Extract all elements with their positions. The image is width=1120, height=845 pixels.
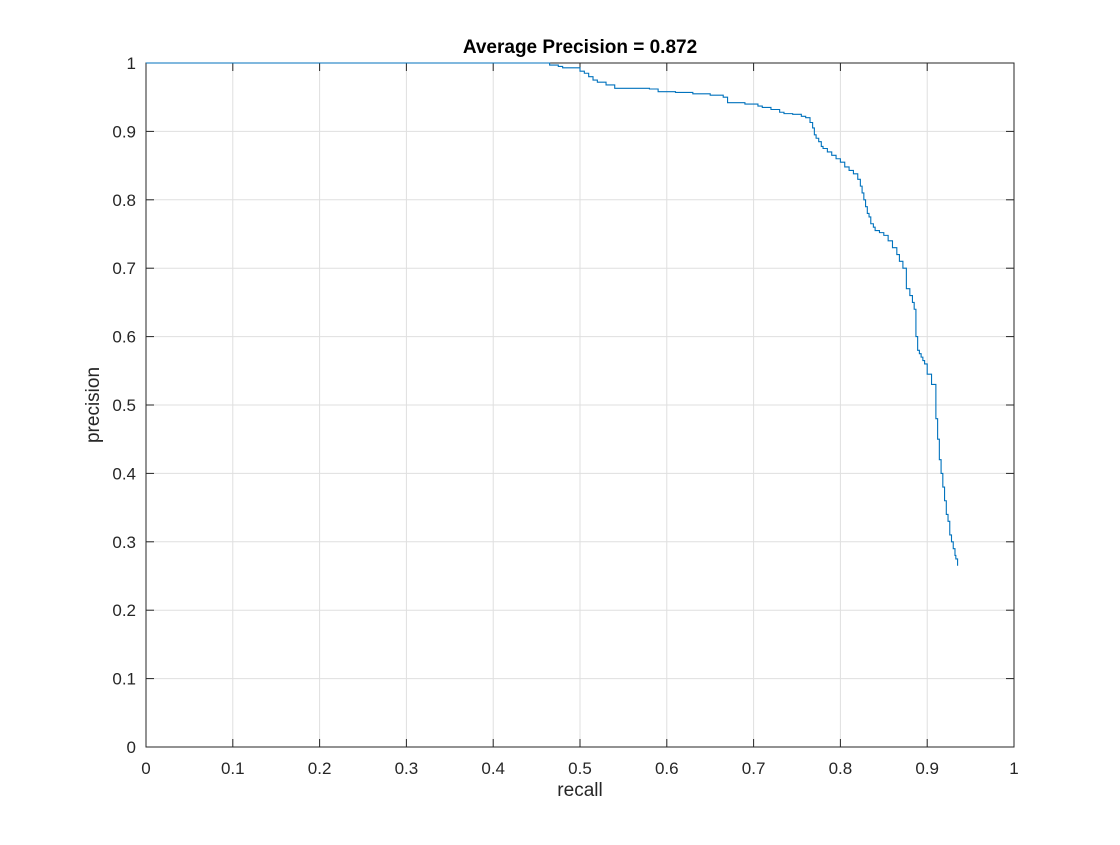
chart-title: Average Precision = 0.872 — [463, 37, 697, 58]
y-axis-label: precision — [83, 367, 104, 443]
y-tick-label: 0.2 — [112, 601, 136, 620]
x-tick-label: 0.4 — [481, 759, 505, 778]
y-tick-label: 0.6 — [112, 328, 136, 347]
y-tick-label: 0.1 — [112, 670, 136, 689]
y-tick-label: 0.5 — [112, 396, 136, 415]
x-tick-label: 0 — [141, 759, 150, 778]
y-tick-label: 1 — [127, 54, 136, 73]
x-tick-label: 0.9 — [915, 759, 939, 778]
x-tick-label: 0.1 — [221, 759, 245, 778]
grid-lines — [145, 62, 1015, 748]
y-tick-label: 0.7 — [112, 259, 136, 278]
x-tick-label: 1 — [1009, 759, 1018, 778]
y-tick-label: 0.4 — [112, 464, 136, 483]
y-tick-label: 0.3 — [112, 533, 136, 552]
x-tick-label: 0.6 — [655, 759, 679, 778]
y-tick-label: 0 — [127, 738, 136, 757]
x-tick-label: 0.7 — [742, 759, 766, 778]
x-tick-label: 0.5 — [568, 759, 592, 778]
x-tick-label: 0.8 — [829, 759, 853, 778]
ticks: 0 0.1 0.2 0.3 0.4 0.5 0.6 0.7 0.8 0.9 1 0 0.1 0.2 0.3 0… — [112, 54, 1018, 778]
y-tick-label: 0.9 — [112, 122, 136, 141]
pr-curve-series-0 — [146, 62, 959, 566]
x-tick-label: 0.3 — [395, 759, 419, 778]
y-tick-label: 0.8 — [112, 191, 136, 210]
plot-area — [146, 62, 959, 566]
x-tick-label: 0.2 — [308, 759, 332, 778]
x-axis-label: recall — [557, 780, 602, 801]
